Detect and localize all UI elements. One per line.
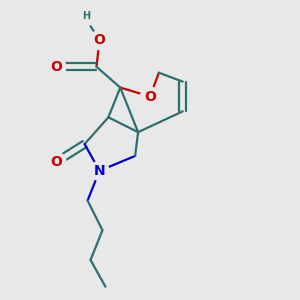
Text: H: H xyxy=(82,11,90,21)
Text: O: O xyxy=(94,33,105,47)
Circle shape xyxy=(90,161,109,180)
Circle shape xyxy=(90,31,109,50)
Text: O: O xyxy=(144,89,156,103)
Text: O: O xyxy=(50,155,62,169)
Text: N: N xyxy=(94,164,105,178)
Circle shape xyxy=(47,57,66,76)
Circle shape xyxy=(47,152,66,171)
Circle shape xyxy=(140,87,160,106)
Circle shape xyxy=(76,7,96,26)
Text: O: O xyxy=(50,60,62,74)
